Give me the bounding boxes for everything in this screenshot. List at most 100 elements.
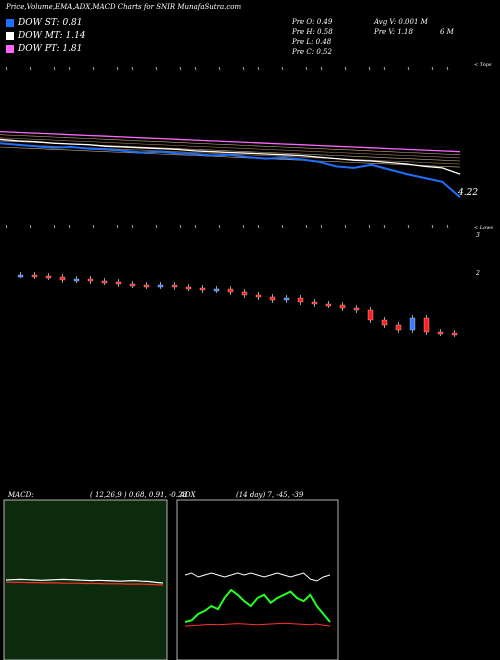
- tick-mark-line: [257, 66, 260, 71]
- candle-body: [283, 297, 290, 301]
- macd-line-macd: [5, 578, 164, 584]
- tick-mark-line: [383, 66, 386, 71]
- tick-mark-line: [131, 66, 134, 71]
- tick-mark-line: [5, 224, 8, 229]
- adx-params: (14 day) 7, -45, -39: [236, 491, 304, 499]
- tick-mark-line: [242, 224, 245, 229]
- candle-body: [255, 294, 262, 298]
- prev-open: Pre O: 0.49: [292, 18, 333, 26]
- tick-mark-line: [383, 224, 386, 229]
- tick-mark-line: [92, 66, 95, 71]
- legend-swatch-st: [6, 19, 14, 27]
- ema-panel: [0, 66, 461, 229]
- tick-mark-line: [281, 224, 284, 229]
- tops-tag: < Tops: [474, 62, 492, 68]
- adx-frame: [176, 499, 339, 660]
- ema-line-dow-pt: [0, 130, 461, 153]
- legend-dow-st: DOW ST: 0.81: [6, 18, 83, 28]
- legend-label-st: DOW ST: 0.81: [18, 18, 83, 28]
- macd-label: MACD:: [8, 491, 34, 499]
- ema-line-dow-st: [0, 142, 461, 199]
- candle-body: [45, 275, 52, 279]
- tick-mark-line: [368, 224, 371, 229]
- tick-mark-line: [446, 224, 449, 229]
- tick-mark-line: [344, 224, 347, 229]
- candle-body: [31, 274, 38, 278]
- tick-mark-line: [179, 66, 182, 71]
- tick-mark-line: [68, 66, 71, 71]
- last-price-label: 4.22: [458, 188, 479, 198]
- tick-mark-line: [194, 224, 197, 229]
- candle-body: [101, 280, 108, 284]
- legend-dow-pt: DOW PT: 1.81: [6, 44, 82, 54]
- tick-mark-line: [218, 66, 221, 71]
- tick-mark-line: [53, 66, 56, 71]
- lows-tag: < Lows: [474, 225, 493, 231]
- ema-fan-line-5: [0, 146, 461, 168]
- candle-body: [59, 276, 66, 281]
- candle-body: [185, 286, 192, 290]
- tick-mark-line: [29, 224, 32, 229]
- tick-mark-line: [155, 224, 158, 229]
- candle-body: [241, 291, 248, 296]
- tick-mark-line: [344, 66, 347, 71]
- tick-mark-line: [407, 66, 410, 71]
- candle-body: [87, 278, 94, 282]
- legend-swatch-mt: [6, 32, 14, 40]
- tick-mark-line: [29, 66, 32, 71]
- candle-body: [367, 309, 374, 321]
- legend-dow-mt: DOW MT: 1.14: [6, 31, 86, 41]
- tick-mark-line: [116, 66, 119, 71]
- tick-mark-line: [431, 66, 434, 71]
- candle-body: [353, 307, 360, 311]
- ema-line-dow-mt: [0, 138, 461, 175]
- chart-title: Price,Volume,EMA,ADX,MACD Charts for SNI…: [6, 3, 242, 11]
- candle-body: [73, 278, 80, 282]
- prev-volume: Pre V: 1.18: [374, 28, 413, 36]
- adx-line-di: [184, 588, 331, 623]
- candle-body: [171, 284, 178, 288]
- prev-high: Pre H: 0.58: [292, 28, 333, 36]
- adx-label: ADX: [180, 491, 196, 499]
- candle-body: [325, 303, 332, 307]
- volume-tag: 6 M: [440, 28, 454, 36]
- candle-body: [339, 304, 346, 309]
- tick-mark-line: [92, 224, 95, 229]
- candle-body: [157, 284, 164, 288]
- ema-fan-line-1: [0, 134, 461, 156]
- tick-mark-line: [368, 66, 371, 71]
- tick-mark-line: [257, 224, 260, 229]
- tick-mark-line: [194, 66, 197, 71]
- tick-mark-line: [281, 66, 284, 71]
- prev-close: Pre C: 0.52: [292, 48, 332, 56]
- scale-2: 2: [476, 270, 480, 277]
- tick-mark-line: [5, 66, 8, 71]
- candle-body: [269, 296, 276, 301]
- tick-mark-line: [218, 224, 221, 229]
- candle-body: [437, 331, 444, 335]
- tick-mark-line: [431, 224, 434, 229]
- tick-mark-line: [446, 66, 449, 71]
- scale-3: 3: [476, 232, 480, 239]
- candle-body: [297, 297, 304, 303]
- candle-body: [311, 301, 318, 305]
- tick-mark-line: [68, 224, 71, 229]
- macd-line-signal: [5, 581, 164, 586]
- candle-body: [423, 317, 430, 333]
- legend-label-mt: DOW MT: 1.14: [18, 31, 86, 41]
- macd-panel: [3, 499, 168, 660]
- tick-mark-line: [305, 224, 308, 229]
- candle-body: [227, 288, 234, 293]
- adx-line-adx: [184, 572, 331, 582]
- candle-body: [199, 287, 206, 291]
- prev-low: Pre L: 0.48: [292, 38, 332, 46]
- tick-mark-line: [53, 224, 56, 229]
- legend-label-pt: DOW PT: 1.81: [18, 44, 83, 54]
- tick-mark-line: [179, 224, 182, 229]
- tick-mark-line: [242, 66, 245, 71]
- candle-body: [17, 274, 24, 278]
- candle-body: [213, 288, 220, 292]
- adx-panel: [176, 499, 339, 660]
- adx-line-di: [184, 622, 331, 627]
